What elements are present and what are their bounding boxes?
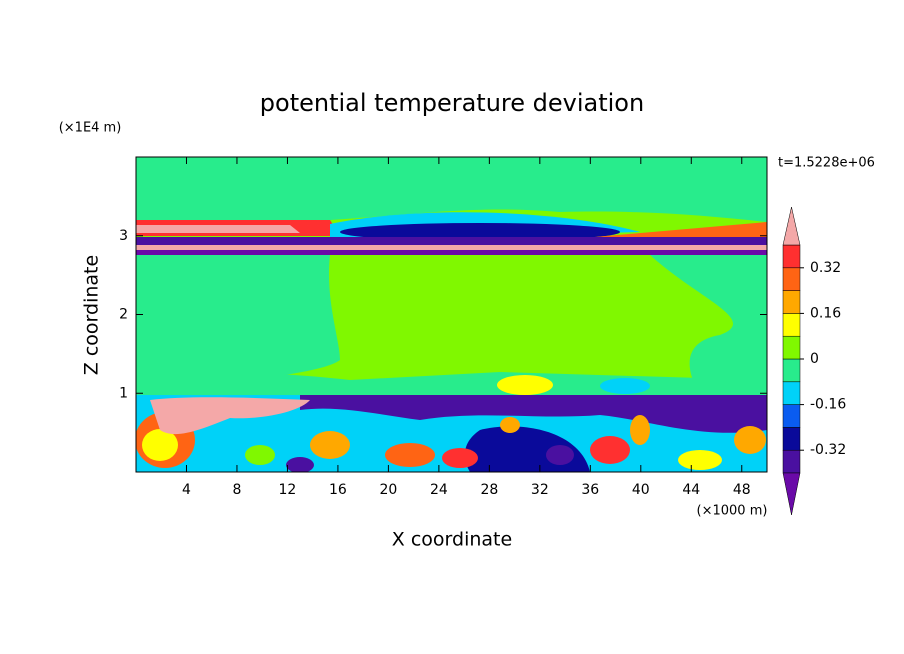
x-unit: (×1000 m) [697,504,768,519]
y-unit: (×1E4 m) [59,121,122,136]
colorbar-extend-low [782,472,801,516]
x-tick-label: 8 [232,482,241,498]
colorbar-label: 0.16 [810,305,841,321]
y-tick-label: 3 [119,228,128,244]
x-tick-label: 12 [279,482,297,498]
colorbar-box [782,267,801,291]
x-tick-label: 28 [480,482,498,498]
x-tick-label: 20 [379,482,397,498]
colorbar-box [782,381,801,405]
y-axis-label: Z coordinate [81,255,103,375]
x-tick-label: 4 [182,482,191,498]
x-tick-label: 32 [531,482,549,498]
x-tick-label: 16 [329,482,347,498]
x-tick-label: 24 [430,482,448,498]
x-axis-label: X coordinate [392,529,512,551]
colorbar-box [782,313,801,337]
annotation: t=1.5228e+06 [778,156,875,171]
colorbar-box [782,427,801,451]
colorbar-box [782,449,801,474]
x-tick-label: 48 [733,482,751,498]
x-tick-label: 36 [581,482,599,498]
y-tick-label: 1 [119,385,128,401]
colorbar-label: 0 [810,351,819,367]
x-tick-label: 44 [682,482,700,498]
colorbar-label: -0.32 [810,442,846,458]
colorbar-box [782,404,801,428]
x-tick-label: 40 [632,482,650,498]
colorbar-extend-high [782,206,801,246]
contour-field [136,157,767,472]
colorbar-label: -0.16 [810,397,846,413]
y-tick-label: 2 [119,307,128,323]
colorbar-box [782,358,801,383]
colorbar-box [782,335,801,360]
chart-title: potential temperature deviation [260,89,644,117]
colorbar-box [782,244,801,269]
colorbar-box [782,290,801,314]
colorbar-label: 0.32 [810,260,841,276]
